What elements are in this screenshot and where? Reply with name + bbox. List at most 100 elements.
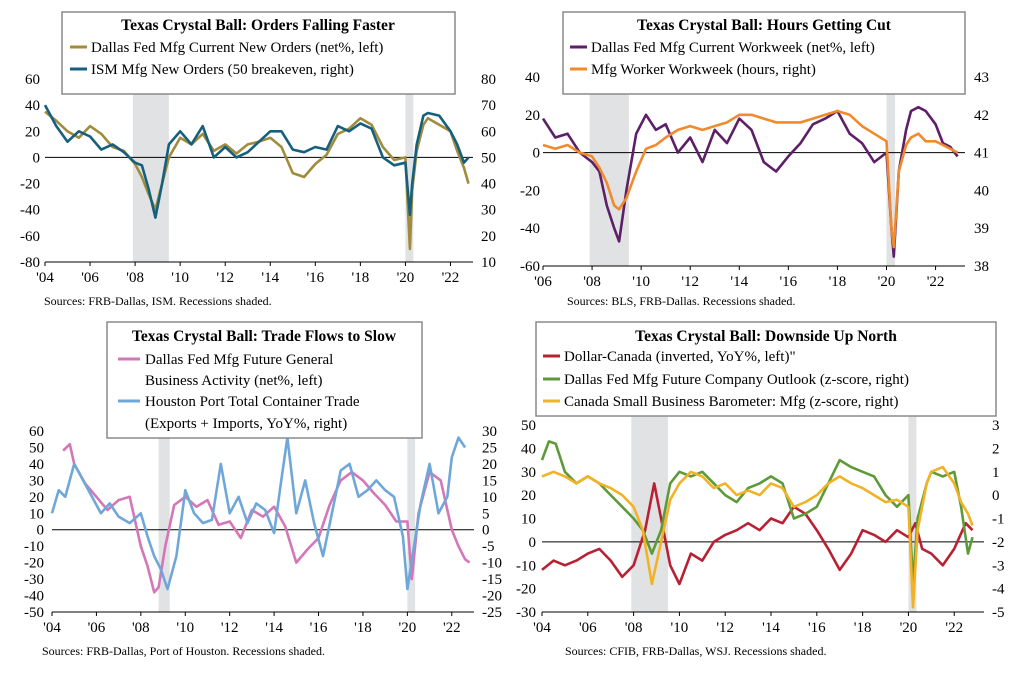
right-tick-label: -10 — [482, 556, 502, 572]
legend-label: (Exports + Imports, YoY%, right) — [145, 416, 347, 432]
left-tick-label: 40 — [525, 70, 540, 86]
chart-panel-4: '04'06'08'10'12'14'16'18'20'22-30-20-100… — [516, 321, 1005, 658]
left-tick-label: 0 — [33, 150, 41, 166]
chart-panel-2: '06 '08 '10 '12 '14 '16 '18 '20 '22 -60 -40 -20 0 20 4… — [520, 11, 989, 308]
right-tick-label: 5 — [482, 506, 490, 522]
right-tick-label: 10 — [482, 490, 497, 506]
series-line-2 — [50, 436, 467, 591]
x-tick-label: '04 — [533, 620, 551, 636]
legend-label: Canada Small Business Barometer: Mfg (z-… — [564, 394, 899, 410]
x-tick-label: '18 — [354, 620, 372, 636]
left-tick-label: -30 — [24, 572, 44, 588]
right-tick-label: 40 — [974, 183, 989, 199]
left-tick-label: 60 — [25, 72, 40, 88]
right-tick-label: 39 — [974, 221, 989, 237]
chart-source: Sources: FRB-Dallas, ISM. Recessions sha… — [44, 294, 272, 308]
left-tick-label: -20 — [516, 582, 536, 598]
x-tick-label: '18 — [854, 620, 872, 636]
left-tick-label: -40 — [24, 589, 44, 605]
left-tick-label: -40 — [520, 221, 540, 237]
x-tick-label: '06 — [81, 270, 99, 286]
right-tick-label: 50 — [481, 150, 496, 166]
x-tick-label: '04 — [36, 270, 54, 286]
left-tick-label: -30 — [516, 605, 536, 621]
chart-source: Sources: CFIB, FRB-Dallas, WSJ. Recessio… — [565, 644, 826, 658]
right-tick-label: -20 — [482, 589, 502, 605]
right-tick-label: -5 — [992, 605, 1005, 621]
left-tick-label: 40 — [29, 457, 44, 473]
x-tick-label: '22 — [442, 270, 460, 286]
x-tick-label: '10 — [671, 620, 689, 636]
x-tick-label: '04 — [43, 620, 61, 636]
x-tick-label: '12 — [716, 620, 734, 636]
left-tick-label: 20 — [25, 124, 40, 140]
x-tick-label: '20 — [397, 270, 415, 286]
left-tick-label: -60 — [520, 259, 540, 275]
x-tick-label: '10 — [171, 270, 189, 286]
x-tick-label: '06 — [88, 620, 106, 636]
left-tick-label: 20 — [29, 490, 44, 506]
series-line-2 — [542, 109, 959, 249]
right-tick-label: 15 — [482, 473, 497, 489]
right-tick-label: 70 — [481, 98, 496, 114]
x-tick-label: '18 — [352, 270, 370, 286]
left-tick-label: 10 — [521, 512, 536, 528]
x-tick-label: '06 — [534, 274, 552, 290]
left-tick-label: 30 — [521, 465, 536, 481]
x-tick-label: '22 — [945, 620, 963, 636]
legend-label: Dallas Fed Mfg Future Company Outlook (z… — [564, 372, 909, 388]
right-tick-label: -1 — [992, 512, 1005, 528]
left-tick-label: 30 — [29, 473, 44, 489]
left-tick-label: -20 — [20, 177, 40, 193]
right-tick-label: 42 — [974, 108, 989, 124]
right-tick-label: 3 — [992, 418, 1000, 434]
left-tick-label: -20 — [24, 556, 44, 572]
right-tick-label: 38 — [974, 259, 989, 275]
right-tick-label: 20 — [481, 229, 496, 245]
x-tick-label: '12 — [216, 270, 234, 286]
right-tick-label: 0 — [992, 488, 1000, 504]
legend-label: ISM Mfg New Orders (50 breakeven, right) — [91, 62, 354, 78]
chart-panel-1: '04 '06 '08 '10 '12 '14 '16 '18 '20 '22 -80 -60 -40 -… — [20, 11, 496, 308]
x-tick-label: '16 — [306, 270, 324, 286]
x-tick-label: '20 — [900, 620, 918, 636]
x-tick-label: '16 — [310, 620, 328, 636]
right-tick-label: 2 — [992, 441, 1000, 457]
chart-panel-3: '04'06'08'10'12'14'16'18'20'22-50-40-30-… — [24, 321, 502, 658]
left-tick-label: -80 — [20, 255, 40, 271]
left-tick-label: -60 — [20, 229, 40, 245]
left-tick-label: -40 — [20, 203, 40, 219]
left-tick-label: -10 — [24, 539, 44, 555]
x-tick-label: '08 — [126, 270, 144, 286]
recession-band — [886, 65, 896, 266]
right-tick-label: 30 — [481, 203, 496, 219]
x-tick-label: '10 — [176, 620, 194, 636]
x-tick-label: '12 — [221, 620, 239, 636]
left-tick-label: 0 — [529, 535, 537, 551]
left-tick-label: 0 — [37, 523, 45, 539]
x-tick-label: '20 — [399, 620, 417, 636]
x-tick-label: '14 — [762, 620, 780, 636]
recession-band — [407, 419, 416, 612]
x-tick-label: '18 — [829, 274, 847, 290]
x-tick-label: '06 — [579, 620, 597, 636]
left-tick-label: 0 — [533, 146, 541, 162]
right-tick-label: -25 — [482, 605, 502, 621]
series-line-2 — [43, 104, 470, 219]
right-tick-label: -5 — [482, 539, 495, 555]
x-tick-label: '22 — [443, 620, 461, 636]
legend-label: Dallas Fed Mfg Current Workweek (net%, l… — [591, 40, 875, 56]
left-tick-label: -50 — [24, 605, 44, 621]
right-tick-label: 30 — [482, 424, 497, 440]
x-tick-label: '10 — [632, 274, 650, 290]
x-tick-label: '14 — [265, 620, 283, 636]
legend-box — [61, 11, 456, 95]
x-tick-label: '14 — [730, 274, 748, 290]
right-tick-label: -4 — [992, 582, 1005, 598]
legend-label: Business Activity (net%, left) — [145, 373, 322, 389]
legend-box — [535, 321, 997, 417]
left-tick-label: 50 — [521, 418, 536, 434]
right-tick-label: 41 — [974, 146, 989, 162]
x-tick-label: '20 — [878, 274, 896, 290]
